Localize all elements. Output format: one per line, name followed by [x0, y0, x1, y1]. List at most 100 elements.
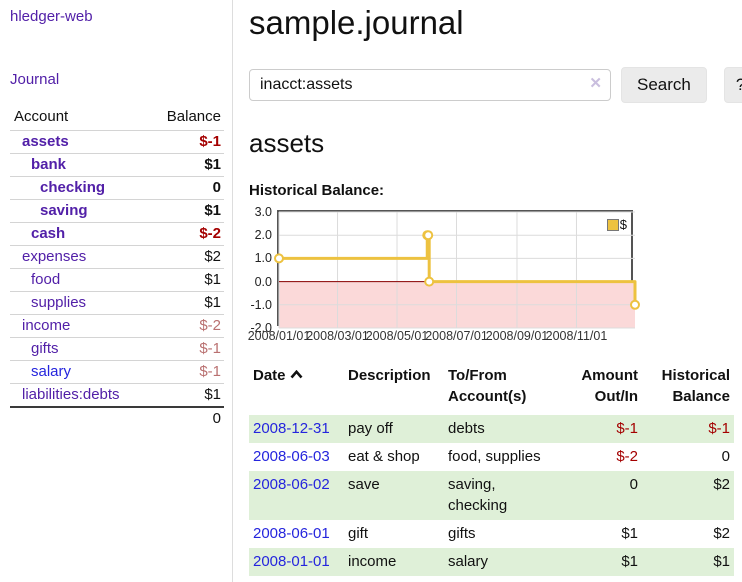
account-balance: 0 — [148, 176, 224, 200]
register-row: 2008-06-03 eat & shop food, supplies $-2… — [249, 443, 734, 471]
transaction-date-link[interactable]: 2008-06-01 — [253, 525, 330, 542]
account-row: supplies $1 — [10, 291, 224, 315]
accounts-header-balance: Balance — [166, 108, 221, 125]
transaction-balance: $-1 — [708, 420, 730, 437]
transaction-date-link[interactable]: 2008-12-31 — [253, 420, 330, 437]
transaction-accounts: food, supplies — [448, 447, 541, 465]
transaction-accounts: saving, checking — [448, 475, 508, 515]
account-row: assets $-1 — [10, 130, 224, 154]
transaction-description: eat & shop — [348, 447, 420, 465]
transaction-description: pay off — [348, 420, 393, 437]
account-balance: $1 — [148, 383, 224, 407]
account-row: saving $1 — [10, 199, 224, 223]
register-header-amount: Amount Out/In — [581, 367, 638, 405]
register-row: 2008-06-02 save saving, checking 0 $2 — [249, 470, 734, 520]
transaction-accounts: gifts — [448, 525, 476, 542]
account-balance: $-1 — [148, 360, 224, 384]
account-link-income[interactable]: income — [22, 317, 71, 334]
transaction-accounts: salary — [448, 552, 489, 570]
account-balance: $-2 — [148, 314, 224, 338]
accounts-table: Account Balance assets $-1 bank $1 check… — [10, 106, 224, 429]
account-row: gifts $-1 — [10, 337, 224, 361]
account-link-saving[interactable]: saving — [40, 202, 88, 219]
account-link-food[interactable]: food — [31, 271, 61, 288]
chart-title: Historical Balance: — [249, 182, 385, 199]
chart-legend: $ — [606, 217, 627, 232]
transaction-description: income — [348, 552, 397, 570]
help-button[interactable]: ? — [723, 67, 742, 103]
legend-label: $ — [619, 217, 627, 232]
transaction-balance: $2 — [713, 525, 730, 542]
transaction-amount: $-2 — [616, 447, 638, 465]
transaction-description: save — [348, 475, 380, 493]
clear-search-icon[interactable]: ✕ — [589, 75, 602, 92]
transaction-amount: $-1 — [616, 420, 638, 437]
register-table: Date Description To/From Account(s) Amou… — [249, 363, 734, 576]
account-balance: $-1 — [148, 337, 224, 361]
accounts-total-balance: 0 — [148, 406, 224, 429]
chart-series-line — [274, 211, 640, 329]
transaction-date-link[interactable]: 2008-06-02 — [253, 475, 330, 493]
account-row: cash $-2 — [10, 222, 224, 246]
account-balance: $1 — [148, 291, 224, 315]
transaction-amount: $1 — [621, 552, 638, 570]
account-row: expenses $2 — [10, 245, 224, 269]
accounts-total-row: 0 — [10, 406, 224, 429]
transaction-date-link[interactable]: 2008-01-01 — [253, 552, 330, 570]
account-link-cash[interactable]: cash — [31, 225, 66, 242]
transaction-amount: $1 — [621, 525, 638, 542]
chart-x-axis: 2008/01/01 2008/03/01 2008/05/01 2008/07/01… — [247, 329, 608, 343]
transaction-amount: 0 — [629, 475, 638, 493]
account-row: liabilities:debts $1 — [10, 383, 224, 407]
transaction-balance: $1 — [713, 552, 730, 570]
chart-plot-area[interactable]: $ — [274, 210, 640, 329]
transaction-date-link[interactable]: 2008-06-03 — [253, 447, 330, 465]
search-form: ✕ Search ? — [249, 67, 742, 103]
main-content: sample.journal ✕ Search ? assets Histori… — [233, 0, 742, 582]
account-row: income $-2 — [10, 314, 224, 338]
register-header-accounts: To/From Account(s) — [448, 367, 527, 405]
sidebar-item-journal[interactable]: Journal — [10, 71, 60, 88]
accounts-header-row: Account Balance — [10, 106, 224, 131]
account-balance: $-2 — [148, 222, 224, 246]
account-link-expenses[interactable]: expenses — [22, 248, 87, 265]
account-link-supplies[interactable]: supplies — [31, 294, 87, 311]
search-input[interactable] — [249, 69, 611, 101]
register-header-date-label: Date — [253, 367, 286, 384]
account-balance: $2 — [148, 245, 224, 269]
chevron-up-icon — [290, 369, 302, 379]
account-row: bank $1 — [10, 153, 224, 177]
sidebar: hledger-web Journal Account Balance asse… — [0, 0, 233, 582]
brand-link[interactable]: hledger-web — [10, 8, 93, 25]
historical-balance-chart: 3.0 2.0 1.0 0.0 -1.0 -2.0 $ 2008/01/01 2008/03… — [247, 206, 742, 347]
register-header-row: Date Description To/From Account(s) Amou… — [249, 363, 734, 415]
page-title: sample.journal — [249, 4, 464, 41]
account-row: checking 0 — [10, 176, 224, 200]
account-link-assets[interactable]: assets — [22, 133, 69, 150]
account-link-liabilities-debts[interactable]: liabilities:debts — [22, 386, 120, 403]
account-link-salary[interactable]: salary — [31, 363, 72, 380]
legend-swatch-icon — [606, 218, 619, 231]
account-link-checking[interactable]: checking — [40, 179, 106, 196]
account-balance: $1 — [148, 153, 224, 177]
register-row: 2008-06-01 gift gifts $1 $2 — [249, 520, 734, 548]
account-row: salary $-1 — [10, 360, 224, 384]
accounts-header-account: Account — [14, 108, 69, 125]
register-header-date: Date — [249, 363, 344, 415]
account-link-bank[interactable]: bank — [31, 156, 67, 173]
account-balance: $1 — [148, 268, 224, 292]
transaction-accounts: debts — [448, 420, 485, 437]
register-header-description: Description — [348, 367, 431, 384]
account-link-gifts[interactable]: gifts — [31, 340, 59, 357]
search-button[interactable]: Search — [621, 67, 707, 103]
transaction-description: gift — [348, 525, 369, 542]
transaction-balance: $2 — [713, 475, 730, 493]
account-row: food $1 — [10, 268, 224, 292]
account-balance: $1 — [148, 199, 224, 223]
register-row: 2008-12-31 pay off debts $-1 $-1 — [249, 415, 734, 443]
register-header-balance: Historical Balance — [661, 367, 730, 405]
account-balance: $-1 — [148, 130, 224, 154]
register-row: 2008-01-01 income salary $1 $1 — [249, 547, 734, 576]
transaction-balance: 0 — [721, 447, 730, 465]
account-heading: assets — [249, 128, 325, 158]
